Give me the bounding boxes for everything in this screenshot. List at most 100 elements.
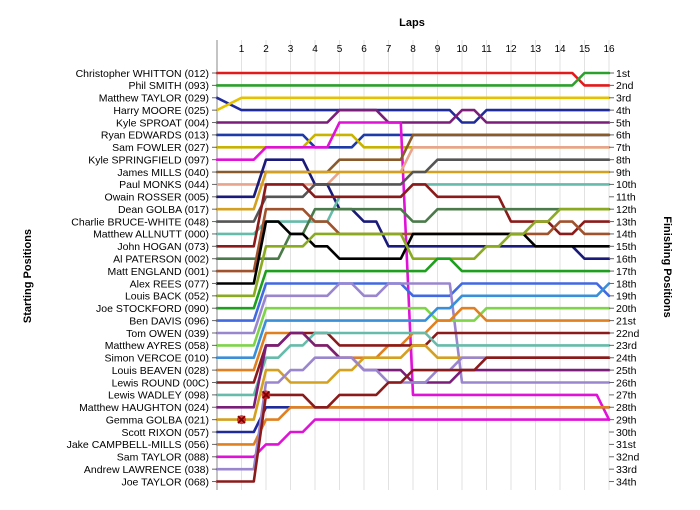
finishing-position-label: 5th <box>616 117 631 129</box>
driver-series-line <box>215 220 611 285</box>
incident-marker <box>261 390 271 400</box>
lap-tick-label: 13 <box>530 44 542 55</box>
driver-series-line <box>215 282 611 322</box>
driver-series-line <box>215 282 611 360</box>
finishing-position-label: 30th <box>616 427 637 439</box>
starting-position-label: Sam FOWLER (027) <box>112 142 209 154</box>
finishing-position-label: 29th <box>616 414 637 426</box>
lap-tick-label: 1 <box>239 44 245 55</box>
finishing-position-label: 9th <box>616 167 631 179</box>
finishing-position-label: 18th <box>616 278 637 290</box>
driver-series-line <box>215 183 611 248</box>
finishing-position-label: 20th <box>616 303 637 315</box>
grid-layer <box>216 40 610 490</box>
lap-tick-label: 3 <box>288 44 294 55</box>
finishing-position-label: 15th <box>616 241 637 253</box>
driver-series-line <box>215 158 611 223</box>
starting-position-label: Joe STOCKFORD (090) <box>96 303 209 315</box>
starting-position-label: Lewis WADLEY (098) <box>108 390 209 402</box>
starting-position-label: Dean GOLBA (017) <box>118 204 209 216</box>
series-layer <box>215 71 611 483</box>
finishing-position-label: 8th <box>616 154 631 166</box>
driver-series-line <box>215 108 611 124</box>
driver-series-line <box>215 71 611 87</box>
driver-series-line <box>215 282 611 384</box>
finishing-position-label: 6th <box>616 130 631 142</box>
driver-series-line <box>215 207 611 261</box>
lap-tick-label: 9 <box>435 44 441 55</box>
marker-layer <box>237 390 271 425</box>
starting-position-label: Matthew AYRES (058) <box>105 340 209 352</box>
driver-series-line <box>215 331 611 397</box>
driver-series-line <box>215 207 611 298</box>
driver-series-line <box>215 170 611 211</box>
starting-position-label: Jake CAMPBELL-MILLS (056) <box>67 439 209 451</box>
chart-title: Laps <box>399 17 425 29</box>
finishing-position-label: 12th <box>616 204 637 216</box>
finishing-position-label: 2nd <box>616 80 634 92</box>
starting-position-label: Matthew HAUGHTON (024) <box>79 402 209 414</box>
driver-series-line <box>215 356 611 483</box>
finishing-position-label: 21st <box>616 315 636 327</box>
driver-series-line <box>215 405 611 446</box>
lap-tick-label: 14 <box>554 44 566 55</box>
finishing-position-label: 14th <box>616 229 637 241</box>
starting-position-label: Christopher WHITTON (012) <box>76 68 209 80</box>
driver-series-line <box>215 96 611 124</box>
lap-tick-label: 6 <box>361 44 367 55</box>
starting-position-label: Phil SMITH (093) <box>128 80 209 92</box>
driver-series-line <box>215 96 611 112</box>
lap-tick-label: 5 <box>337 44 343 55</box>
lap-tick-label: 2 <box>263 44 269 55</box>
finishing-position-label: 24th <box>616 353 637 365</box>
starting-position-label: Owain ROSSER (005) <box>105 192 209 204</box>
starting-position-label: Gemma GOLBA (021) <box>106 414 209 426</box>
finishing-position-label: 22nd <box>616 328 640 340</box>
starting-position-label: Louis BACK (052) <box>125 291 209 303</box>
y-axis-label-left: Starting Positions <box>22 229 34 323</box>
starting-position-label: Kyle SPRINGFIELD (097) <box>88 154 209 166</box>
finishing-position-labels: 1st2nd3rd4th5th6th7th8th9th10th11th12th1… <box>609 68 640 488</box>
lap-tick-label: 4 <box>312 44 318 55</box>
finishing-position-label: 34th <box>616 476 637 488</box>
finishing-position-label: 25th <box>616 365 637 377</box>
finishing-position-label: 23rd <box>616 340 637 352</box>
driver-series-line <box>215 418 611 459</box>
driver-series-line <box>215 71 611 87</box>
lap-tick-label: 15 <box>579 44 591 55</box>
finishing-position-label: 16th <box>616 254 637 266</box>
starting-position-label: Kyle SPROAT (004) <box>116 117 209 129</box>
starting-position-label: Matthew TAYLOR (029) <box>99 93 209 105</box>
finishing-position-label: 10th <box>616 179 637 191</box>
starting-position-label: Andrew LAWRENCE (038) <box>84 464 209 476</box>
starting-position-label: Ryan EDWARDS (013) <box>101 130 209 142</box>
driver-series-line <box>215 257 611 310</box>
lap-tick-label: 12 <box>505 44 517 55</box>
starting-position-label: James MILLS (040) <box>117 167 209 179</box>
starting-position-label: Louis BEAVEN (028) <box>112 365 209 377</box>
finishing-position-label: 32nd <box>616 452 640 464</box>
starting-position-labels: Christopher WHITTON (012)Phil SMITH (093… <box>67 68 217 488</box>
starting-position-label: Sam TAYLOR (088) <box>117 452 209 464</box>
finishing-position-label: 3rd <box>616 93 631 105</box>
starting-position-label: Matt ENGLAND (001) <box>107 266 209 278</box>
starting-position-label: Alex REES (077) <box>130 278 209 290</box>
finishing-position-label: 17th <box>616 266 637 278</box>
lap-tick-label: 10 <box>456 44 468 55</box>
starting-position-label: Tom OWEN (039) <box>126 328 209 340</box>
finishing-position-label: 11th <box>616 192 636 204</box>
finishing-position-label: 4th <box>616 105 631 117</box>
finishing-position-label: 27th <box>616 390 637 402</box>
starting-position-label: Harry MOORE (025) <box>113 105 209 117</box>
finishing-position-label: 31st <box>616 439 636 451</box>
incident-marker <box>237 415 246 425</box>
starting-position-label: Scott RIXON (057) <box>121 427 209 439</box>
starting-position-label: John HOGAN (073) <box>117 241 209 253</box>
starting-position-label: Paul MONKS (044) <box>119 179 209 191</box>
finishing-position-label: 26th <box>616 377 637 389</box>
starting-position-label: Joe TAYLOR (068) <box>121 476 209 488</box>
starting-position-label: Ben DAVIS (096) <box>129 315 209 327</box>
driver-series-line <box>215 121 611 421</box>
lap-ticks: 1 2 3 4 5 6 7 8 9 10 11 12 13 14 15 16 <box>239 44 615 55</box>
